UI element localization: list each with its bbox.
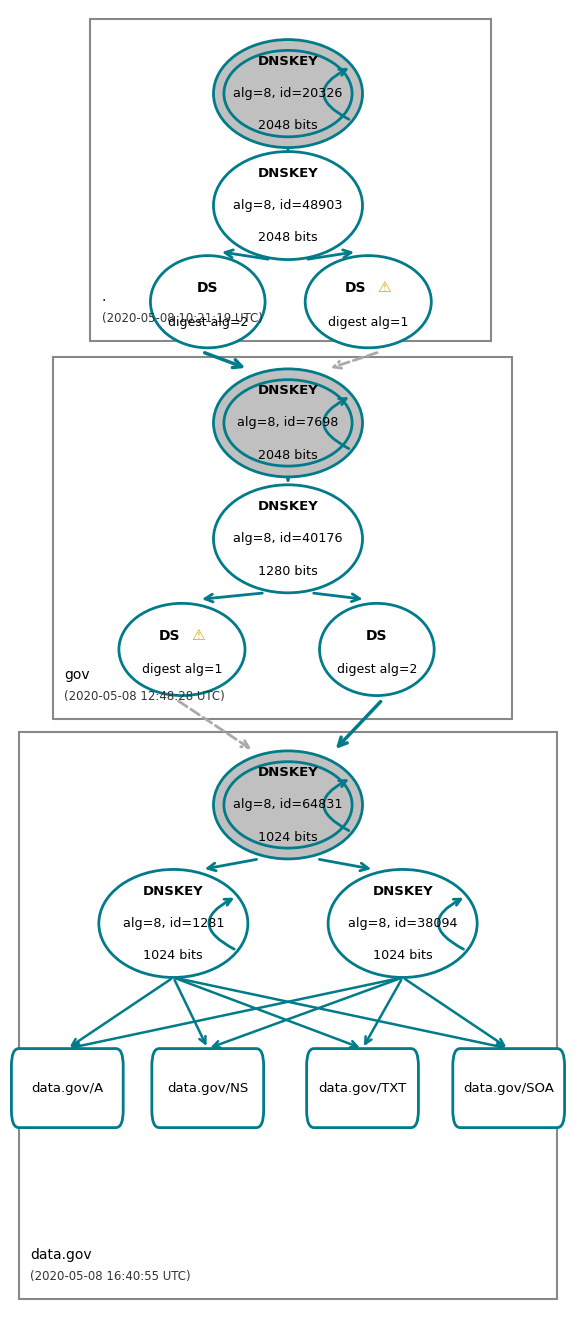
Text: digest alg=2: digest alg=2 [168,315,248,329]
Text: 2048 bits: 2048 bits [258,231,318,244]
Text: DS: DS [366,628,388,643]
Text: DS: DS [345,281,366,294]
FancyBboxPatch shape [53,356,511,719]
Text: DS: DS [197,281,218,294]
Text: digest alg=1: digest alg=1 [142,663,222,676]
Text: (2020-05-08 16:40:55 UTC): (2020-05-08 16:40:55 UTC) [30,1270,191,1283]
Text: alg=8, id=40176: alg=8, id=40176 [233,532,343,545]
FancyBboxPatch shape [152,1048,264,1127]
Text: DNSKEY: DNSKEY [257,500,319,513]
Text: .: . [102,290,106,305]
Text: DNSKEY: DNSKEY [143,884,204,898]
Ellipse shape [99,870,248,977]
Ellipse shape [224,762,352,847]
Text: ⚠: ⚠ [191,628,205,643]
Text: DNSKEY: DNSKEY [257,384,319,397]
Text: 1024 bits: 1024 bits [143,949,203,962]
Text: DS: DS [158,628,180,643]
Ellipse shape [224,50,352,137]
Ellipse shape [119,603,245,696]
FancyBboxPatch shape [306,1048,418,1127]
Ellipse shape [214,40,362,148]
Text: (2020-05-08 10:21:19 UTC): (2020-05-08 10:21:19 UTC) [102,313,263,326]
Ellipse shape [214,484,362,593]
Text: data.gov/A: data.gov/A [31,1081,104,1094]
Text: alg=8, id=7698: alg=8, id=7698 [237,416,339,429]
Ellipse shape [305,256,431,347]
Text: data.gov: data.gov [30,1247,92,1262]
FancyBboxPatch shape [90,18,491,342]
Ellipse shape [214,368,362,477]
Text: 1024 bits: 1024 bits [258,830,318,843]
Text: alg=8, id=1281: alg=8, id=1281 [123,917,224,931]
Ellipse shape [328,870,477,977]
Text: alg=8, id=38094: alg=8, id=38094 [348,917,457,931]
FancyBboxPatch shape [12,1048,123,1127]
Text: 2048 bits: 2048 bits [258,120,318,132]
Ellipse shape [214,152,362,260]
Text: 1024 bits: 1024 bits [373,949,433,962]
Text: DNSKEY: DNSKEY [372,884,433,898]
Text: (2020-05-08 12:48:28 UTC): (2020-05-08 12:48:28 UTC) [65,690,225,704]
Text: data.gov/SOA: data.gov/SOA [463,1081,554,1094]
Text: DNSKEY: DNSKEY [257,166,319,180]
Text: digest alg=1: digest alg=1 [328,315,408,329]
FancyBboxPatch shape [18,733,558,1299]
Text: data.gov/TXT: data.gov/TXT [319,1081,407,1094]
Ellipse shape [320,603,434,696]
Text: 1280 bits: 1280 bits [258,565,318,578]
Text: gov: gov [65,668,90,682]
Text: alg=8, id=48903: alg=8, id=48903 [233,199,343,213]
Text: DNSKEY: DNSKEY [257,766,319,779]
Text: alg=8, id=64831: alg=8, id=64831 [233,799,343,812]
FancyBboxPatch shape [453,1048,564,1127]
Text: data.gov/NS: data.gov/NS [167,1081,248,1094]
Text: ⚠: ⚠ [377,280,391,296]
Ellipse shape [214,751,362,859]
Ellipse shape [224,380,352,466]
Text: 2048 bits: 2048 bits [258,449,318,462]
Ellipse shape [150,256,265,347]
Text: alg=8, id=20326: alg=8, id=20326 [233,87,343,100]
Text: DNSKEY: DNSKEY [257,54,319,67]
Text: digest alg=2: digest alg=2 [336,663,417,676]
